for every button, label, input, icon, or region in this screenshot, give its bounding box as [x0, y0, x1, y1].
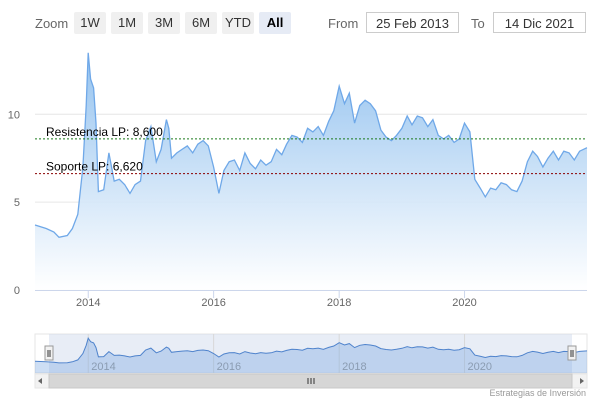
- zoom-label: Zoom: [35, 16, 69, 31]
- navigator-tick-label: 2014: [91, 361, 115, 373]
- plot-area: [34, 52, 588, 290]
- y-tick-label: 0: [14, 285, 20, 297]
- scroll-right-arrow-icon: [580, 378, 584, 384]
- x-tick-label: 2014: [76, 297, 100, 309]
- navigator-tick-label: 2016: [217, 361, 241, 373]
- range-button-1m[interactable]: 1M: [111, 12, 143, 34]
- navigator-tick-label: 2018: [342, 361, 366, 373]
- navigator-scrollbar[interactable]: [34, 373, 588, 389]
- navigator-tick-label: 2020: [468, 361, 492, 373]
- x-tick-label: 2020: [452, 297, 476, 309]
- to-label: To: [471, 16, 485, 31]
- navigator-handle-right[interactable]: [567, 345, 577, 361]
- series-area: [35, 52, 587, 290]
- series-line: [34, 52, 588, 239]
- range-button-3m[interactable]: 3M: [148, 12, 180, 34]
- scroll-left-arrow-icon: [38, 378, 42, 384]
- to-date-input[interactable]: 14 Dic 2021: [493, 12, 586, 33]
- x-tick-label: 2016: [201, 297, 225, 309]
- support-label: Soporte LP: 6,620: [46, 160, 143, 174]
- range-button-all[interactable]: All: [259, 12, 291, 34]
- from-label: From: [328, 16, 359, 31]
- navigator-selection-mask: [49, 334, 572, 373]
- from-date-input[interactable]: 25 Feb 2013: [366, 12, 459, 33]
- navigator-handle-left[interactable]: [44, 345, 54, 361]
- navigator-series-area: [35, 338, 587, 373]
- navigator[interactable]: 2014 2016 2018 2020: [34, 333, 588, 389]
- range-selector: Zoom 1W 1M 3M 6M YTD All From 25 Feb 201…: [0, 12, 595, 36]
- navigator-series-line: [34, 337, 588, 364]
- range-button-6m[interactable]: 6M: [185, 12, 217, 34]
- axes: 0 5 10 2014 2016 2018 2020: [8, 109, 587, 309]
- credits[interactable]: Estrategias de Inversión: [489, 388, 586, 398]
- resistance-label: Resistencia LP: 8,600: [46, 125, 163, 139]
- x-tick-label: 2018: [327, 297, 351, 309]
- navigator-frame: [34, 333, 588, 374]
- handle-body: [567, 345, 577, 361]
- y-tick-label: 10: [8, 109, 20, 121]
- range-button-1w[interactable]: 1W: [74, 12, 106, 34]
- level-lines: Resistencia LP: 8,600 Soporte LP: 6,620: [35, 125, 587, 175]
- range-button-ytd[interactable]: YTD: [222, 12, 254, 34]
- handle-body: [44, 345, 54, 361]
- y-tick-label: 5: [14, 197, 20, 209]
